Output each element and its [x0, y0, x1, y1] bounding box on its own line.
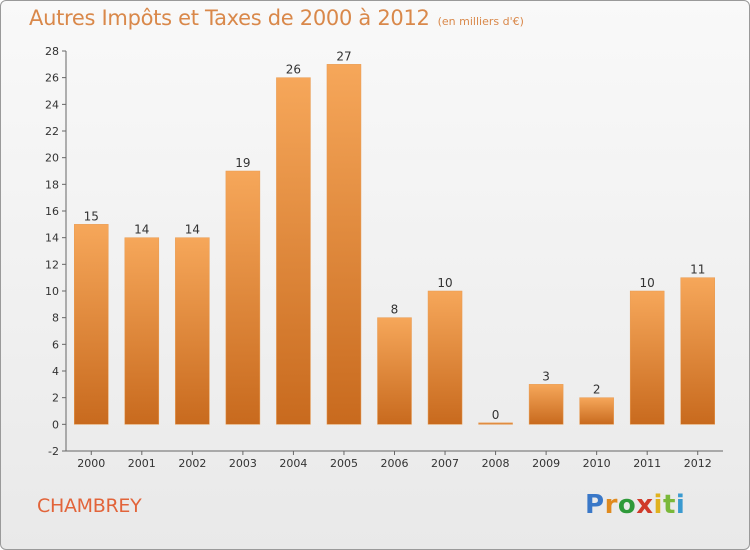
- x-tick-label: 2000: [77, 457, 105, 470]
- y-tick-label: 22: [45, 125, 59, 138]
- y-tick-label: 10: [45, 285, 59, 298]
- data-label: 14: [185, 223, 200, 237]
- x-tick-label: 2011: [633, 457, 661, 470]
- y-tick-label: 16: [45, 205, 59, 218]
- y-tick-label: 12: [45, 258, 59, 271]
- data-label: 10: [640, 276, 655, 290]
- y-tick-label: 4: [52, 365, 59, 378]
- x-tick-label: 2006: [381, 457, 409, 470]
- x-tick-label: 2009: [532, 457, 560, 470]
- logo-letter: r: [604, 490, 618, 520]
- data-label: 27: [336, 49, 351, 63]
- chart-title: Autres Impôts et Taxes de 2000 à 2012 (en…: [29, 6, 524, 30]
- bar: [629, 290, 665, 425]
- y-tick-label: 18: [45, 178, 59, 191]
- chart-subtitle: (en milliers d'€): [437, 15, 524, 28]
- x-tick-label: 2005: [330, 457, 358, 470]
- logo-letter: t: [662, 490, 676, 520]
- logo-letter: x: [636, 490, 654, 520]
- x-tick-label: 2010: [583, 457, 611, 470]
- data-label: 14: [134, 223, 149, 237]
- data-label: 10: [437, 276, 452, 290]
- chart-title-text: Autres Impôts et Taxes de 2000 à 2012: [29, 6, 430, 30]
- bar: [276, 77, 311, 425]
- bar: [74, 224, 109, 425]
- y-tick-label: 2: [52, 392, 59, 405]
- logo-letter: i: [653, 490, 663, 520]
- data-label: 2: [593, 383, 601, 397]
- data-label: 11: [690, 263, 705, 277]
- commune-name: CHAMBREY: [37, 495, 142, 517]
- x-tick-label: 2007: [431, 457, 459, 470]
- x-tick-label: 2004: [279, 457, 307, 470]
- data-label: 0: [492, 408, 500, 422]
- data-label: 19: [235, 156, 250, 170]
- y-tick-label: 0: [52, 418, 59, 431]
- y-tick-label: 6: [52, 338, 59, 351]
- bar: [377, 317, 412, 425]
- logo-letter: o: [617, 490, 637, 520]
- data-label: 26: [286, 63, 301, 77]
- x-tick-label: 2008: [482, 457, 510, 470]
- y-tick-label: -2: [48, 445, 59, 458]
- logo-letter: i: [675, 490, 686, 520]
- bar: [326, 64, 362, 425]
- x-tick-label: 2003: [229, 457, 257, 470]
- bar: [478, 422, 513, 425]
- data-label: 8: [391, 303, 399, 317]
- bar: [680, 277, 715, 425]
- y-tick-label: 14: [45, 232, 59, 245]
- bar: [175, 237, 210, 425]
- y-tick-label: 20: [45, 152, 59, 165]
- logo-letter: P: [585, 490, 605, 520]
- y-tick-label: 8: [52, 312, 59, 325]
- y-tick-label: 24: [45, 98, 59, 111]
- y-tick-label: 26: [45, 72, 59, 85]
- data-label: 15: [84, 209, 99, 223]
- proxiti-logo: Proxiti: [585, 490, 685, 520]
- bar: [528, 384, 564, 425]
- x-tick-label: 2002: [178, 457, 206, 470]
- bar: [427, 290, 463, 425]
- bar: [579, 397, 614, 425]
- x-tick-label: 2012: [684, 457, 712, 470]
- data-label: 3: [542, 369, 550, 383]
- x-tick-label: 2001: [128, 457, 156, 470]
- y-tick-label: 28: [45, 45, 59, 58]
- bar: [225, 170, 261, 425]
- bar: [124, 237, 160, 425]
